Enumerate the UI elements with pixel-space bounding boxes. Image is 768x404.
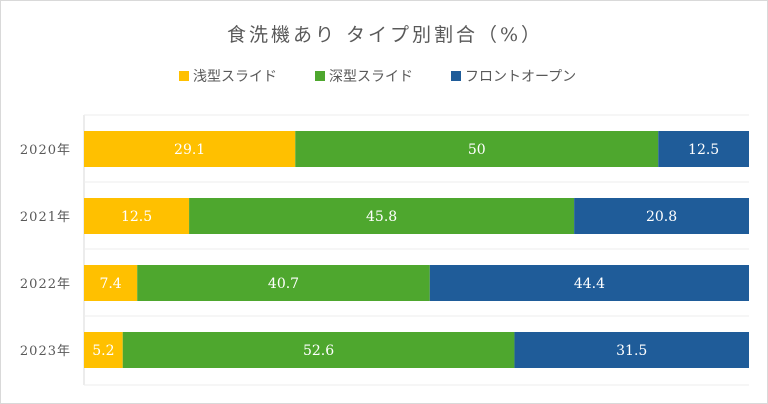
bar-segment [84, 332, 123, 368]
data-label: 31.5 [616, 343, 647, 359]
bar-segment [84, 198, 190, 234]
bar-segment [295, 131, 659, 167]
bar-segment [574, 198, 749, 234]
data-label: 7.4 [99, 276, 121, 292]
legend: 浅型スライド 深型スライド フロントオープン [179, 69, 576, 85]
bars: 29.1 50 12.5 12.5 45.8 20.8 7.4 40.7 44.4 5.2 52.6… [84, 131, 749, 368]
data-label: 12.5 [688, 142, 719, 158]
data-label: 52.6 [303, 343, 334, 359]
data-label: 45.8 [366, 209, 397, 225]
y-axis-labels: 2020年 2021年 2022年 2023年 [20, 143, 71, 359]
bar-segment [189, 198, 575, 234]
data-label: 29.1 [174, 142, 205, 158]
bar-segment [429, 265, 749, 301]
legend-label: 浅型スライド [193, 69, 277, 85]
data-label: 5.2 [92, 343, 114, 359]
category-label: 2020年 [20, 143, 71, 158]
data-label: 40.7 [268, 276, 299, 292]
category-label: 2023年 [20, 344, 71, 359]
chart-title: 食洗機あり タイプ別割合（%） [227, 24, 543, 46]
data-label: 44.4 [574, 276, 605, 292]
data-label: 12.5 [121, 209, 152, 225]
bar-segment [122, 332, 515, 368]
legend-swatch [179, 71, 189, 81]
data-label: 50 [468, 142, 486, 158]
bar-segment [658, 131, 749, 167]
bar-segment [514, 332, 749, 368]
grid [83, 114, 749, 386]
legend-swatch [451, 71, 461, 81]
bar-segment [84, 131, 296, 167]
category-label: 2022年 [20, 277, 71, 292]
bar-segment [137, 265, 430, 301]
legend-swatch [315, 71, 325, 81]
legend-label: フロントオープン [465, 69, 576, 85]
legend-label: 深型スライド [329, 69, 413, 85]
bar-segment [84, 265, 138, 301]
data-label: 20.8 [646, 209, 677, 225]
category-label: 2021年 [20, 210, 71, 225]
